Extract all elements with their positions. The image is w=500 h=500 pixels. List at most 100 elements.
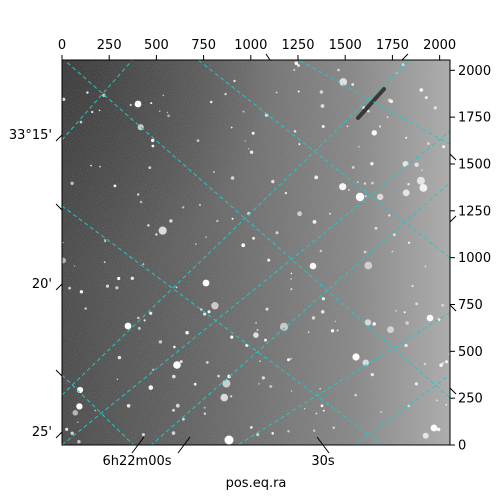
- star: [117, 276, 121, 281]
- right-tick-label: 250: [458, 392, 483, 407]
- star: [79, 290, 84, 294]
- star: [287, 430, 290, 433]
- star: [407, 404, 411, 408]
- top-tick-label: 0: [58, 38, 66, 53]
- star: [251, 131, 255, 135]
- ra-tick-label: 30s: [311, 454, 335, 469]
- star: [155, 233, 158, 236]
- star: [137, 316, 140, 320]
- star: [411, 284, 414, 288]
- star: [230, 126, 233, 129]
- star: [387, 326, 394, 333]
- star: [389, 99, 394, 104]
- right-tick-label: 1250: [458, 204, 491, 219]
- star: [367, 110, 370, 113]
- star: [209, 100, 213, 104]
- star: [307, 331, 310, 333]
- star: [241, 243, 246, 248]
- star: [104, 240, 107, 243]
- star: [391, 250, 394, 253]
- star: [348, 189, 350, 191]
- star: [203, 406, 206, 409]
- star: [364, 319, 372, 326]
- star: [142, 263, 145, 265]
- star: [256, 329, 259, 331]
- satellite-trail: [356, 87, 386, 120]
- star: [311, 316, 316, 320]
- ra-tick-label: 6h22m00s: [102, 454, 171, 469]
- star: [70, 431, 74, 435]
- star: [441, 303, 445, 307]
- star: [259, 360, 261, 363]
- star: [403, 311, 406, 314]
- star: [216, 219, 219, 223]
- star: [182, 206, 185, 209]
- star: [364, 195, 367, 198]
- star: [315, 412, 318, 415]
- star: [179, 360, 183, 364]
- star: [65, 427, 69, 431]
- star: [415, 302, 419, 306]
- star: [103, 261, 106, 264]
- star: [77, 440, 81, 444]
- star: [339, 183, 347, 191]
- star: [332, 426, 335, 429]
- star: [424, 96, 428, 100]
- dec-tick-label: 33°15': [9, 128, 52, 143]
- star: [334, 320, 337, 323]
- star: [346, 125, 349, 128]
- star: [407, 241, 411, 244]
- star: [336, 329, 339, 332]
- star: [255, 321, 257, 324]
- star: [126, 404, 131, 408]
- star: [313, 429, 316, 432]
- star: [378, 125, 382, 128]
- star: [250, 426, 253, 429]
- star: [427, 142, 430, 145]
- star: [319, 90, 324, 94]
- star: [358, 146, 360, 148]
- star: [290, 272, 293, 275]
- star: [414, 162, 419, 167]
- star: [94, 409, 96, 412]
- star: [329, 212, 332, 215]
- star: [321, 125, 325, 128]
- star: [261, 376, 265, 380]
- star: [404, 343, 408, 348]
- star: [407, 183, 410, 186]
- right-tick-label: 1000: [458, 251, 491, 266]
- star: [79, 120, 83, 124]
- bright-star: [224, 435, 234, 445]
- star: [351, 83, 355, 86]
- star: [297, 211, 302, 217]
- top-tick-label: 250: [97, 38, 122, 53]
- star: [233, 79, 236, 83]
- bright-star: [430, 424, 438, 432]
- star: [158, 226, 167, 235]
- star: [256, 433, 260, 437]
- star: [230, 395, 233, 398]
- star: [205, 361, 209, 364]
- star: [337, 68, 340, 72]
- star: [297, 64, 300, 67]
- star: [290, 357, 292, 360]
- star: [193, 382, 197, 386]
- star: [99, 165, 101, 168]
- star: [442, 145, 445, 149]
- star: [185, 331, 189, 335]
- star: [200, 308, 203, 311]
- star: [370, 373, 374, 377]
- star: [143, 319, 146, 322]
- star: [149, 311, 153, 315]
- star: [419, 184, 428, 192]
- bright-star: [124, 322, 132, 330]
- star: [162, 94, 165, 97]
- star: [217, 374, 220, 378]
- star: [321, 297, 325, 301]
- grid-line: [62, 130, 450, 445]
- top-tick-label: 1250: [281, 38, 314, 53]
- star: [115, 286, 119, 290]
- star: [395, 310, 398, 312]
- star: [287, 358, 290, 362]
- star: [370, 162, 374, 166]
